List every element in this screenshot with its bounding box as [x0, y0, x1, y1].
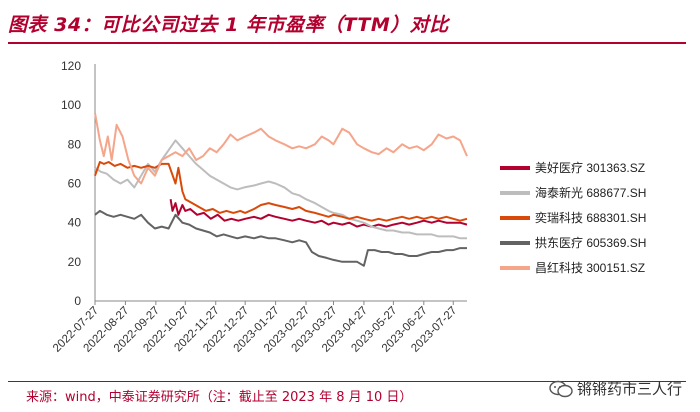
legend-item-3: 奕瑞科技 688301.SH [500, 205, 646, 230]
series-line-5 [94, 112, 468, 185]
y-tick-label: 60 [68, 177, 82, 191]
title-divider [8, 42, 686, 44]
legend-swatch [500, 215, 530, 220]
footer-divider [8, 381, 686, 382]
chart-title: 图表 34：可比公司过去 1 年市盈率（TTM）对比 [8, 14, 449, 36]
y-tick-label: 100 [61, 98, 81, 112]
chart-legend: 美好医疗 301363.SZ 海泰新光 688677.SH 奕瑞科技 688301.… [500, 155, 646, 280]
series-line-2 [94, 139, 467, 240]
source-note: 来源：wind，中泰证券研究所（注：截止至 2023 年 8 月 10 日） [26, 390, 413, 405]
legend-swatch [500, 240, 530, 245]
legend-label: 昌红科技 300151.SZ [535, 261, 646, 275]
legend-swatch [500, 265, 530, 270]
legend-label: 奕瑞科技 688301.SH [535, 211, 647, 225]
y-tick-label: 120 [61, 59, 81, 73]
y-tick-label: 80 [68, 137, 82, 151]
legend-item-5: 昌红科技 300151.SZ [500, 255, 646, 280]
y-tick-label: 20 [68, 255, 82, 269]
legend-item-2: 海泰新光 688677.SH [500, 180, 646, 205]
pe-ratio-line-chart: 0204060801001202022-07-272022-08-272022-… [51, 59, 468, 355]
watermark: 锵锵药市三人行 [549, 378, 682, 399]
series-line-3 [94, 161, 468, 222]
wechat-icon [549, 380, 573, 397]
legend-label: 海泰新光 688677.SH [535, 186, 647, 200]
legend-item-1: 美好医疗 301363.SZ [500, 155, 646, 180]
series-line-4 [94, 209, 467, 267]
y-tick-label: 0 [74, 294, 81, 308]
series-line-1 [169, 199, 468, 228]
legend-item-4: 拱东医疗 605369.SH [500, 230, 646, 255]
watermark-text: 锵锵药市三人行 [576, 380, 682, 398]
legend-label: 美好医疗 301363.SZ [535, 161, 646, 175]
legend-swatch [500, 165, 530, 170]
legend-label: 拱东医疗 605369.SH [535, 236, 647, 250]
legend-swatch [500, 190, 530, 195]
y-tick-label: 40 [68, 216, 82, 230]
